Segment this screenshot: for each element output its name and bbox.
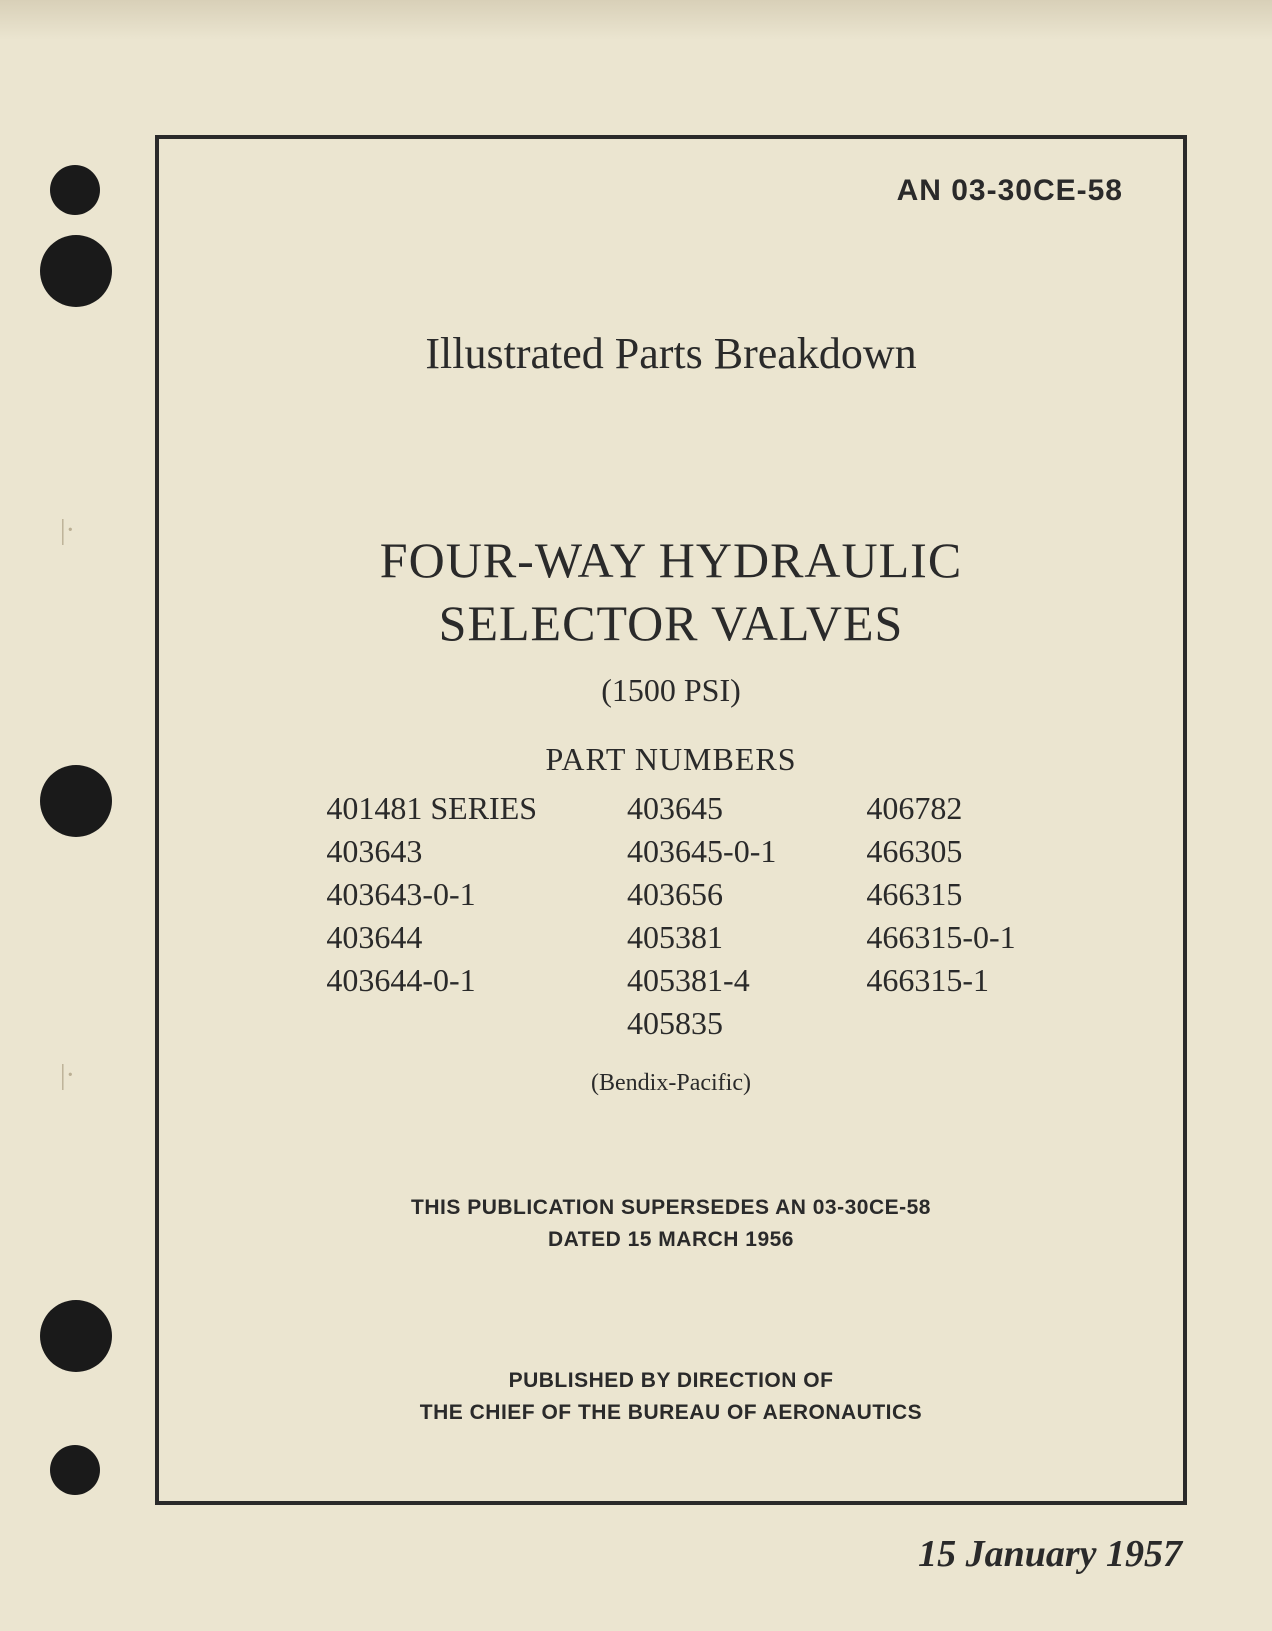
publication-date: 15 January 1957 xyxy=(918,1532,1182,1576)
document-page: |· |· AN 03-30CE-58 Illustrated Parts Br… xyxy=(0,0,1272,1631)
title-line-1: FOUR-WAY HYDRAULIC xyxy=(380,532,962,588)
published-by: PUBLISHED BY DIRECTION OF THE CHIEF OF T… xyxy=(209,1365,1133,1428)
part-number: 403644 xyxy=(326,919,537,956)
part-number: 406782 xyxy=(866,790,1015,827)
part-number: 403644-0-1 xyxy=(326,962,537,999)
part-column-1: 401481 SERIES 403643 403643-0-1 403644 4… xyxy=(326,790,537,1042)
punch-hole xyxy=(40,1300,112,1372)
part-number: 466315-0-1 xyxy=(866,919,1015,956)
paper-smudge: |· xyxy=(60,515,75,547)
part-number: 401481 SERIES xyxy=(326,790,537,827)
supersedes-line-1: THIS PUBLICATION SUPERSEDES AN 03-30CE-5… xyxy=(411,1196,931,1219)
document-id: AN 03-30CE-58 xyxy=(209,174,1123,208)
part-number: 403645-0-1 xyxy=(627,833,776,870)
part-number: 466315-1 xyxy=(866,962,1015,999)
manufacturer: (Bendix-Pacific) xyxy=(209,1070,1133,1097)
part-number: 466315 xyxy=(866,876,1015,913)
part-column-3: 406782 466305 466315 466315-0-1 466315-1 xyxy=(866,790,1015,1042)
paper-smudge: |· xyxy=(60,1060,75,1092)
page-edge-shadow xyxy=(0,0,1272,40)
part-number: 403656 xyxy=(627,876,776,913)
title-line-2: SELECTOR VALVES xyxy=(439,595,904,651)
supersedes-line-2: DATED 15 MARCH 1956 xyxy=(548,1228,794,1251)
part-number: 466305 xyxy=(866,833,1015,870)
supersedes-notice: THIS PUBLICATION SUPERSEDES AN 03-30CE-5… xyxy=(209,1192,1133,1255)
part-number: 405835 xyxy=(627,1005,776,1042)
punch-hole xyxy=(40,235,112,307)
part-number: 405381-4 xyxy=(627,962,776,999)
main-title: FOUR-WAY HYDRAULIC SELECTOR VALVES xyxy=(209,529,1133,654)
part-number: 403645 xyxy=(627,790,776,827)
part-numbers-label: PART NUMBERS xyxy=(209,741,1133,778)
punch-hole xyxy=(50,165,100,215)
part-numbers-grid: 401481 SERIES 403643 403643-0-1 403644 4… xyxy=(209,790,1133,1042)
content-border: AN 03-30CE-58 Illustrated Parts Breakdow… xyxy=(155,135,1187,1505)
part-number: 403643 xyxy=(326,833,537,870)
punch-hole xyxy=(40,765,112,837)
part-number: 405381 xyxy=(627,919,776,956)
part-column-2: 403645 403645-0-1 403656 405381 405381-4… xyxy=(627,790,776,1042)
psi-rating: (1500 PSI) xyxy=(209,672,1133,709)
subtitle: Illustrated Parts Breakdown xyxy=(209,328,1133,379)
published-line-2: THE CHIEF OF THE BUREAU OF AERONAUTICS xyxy=(420,1401,922,1424)
published-line-1: PUBLISHED BY DIRECTION OF xyxy=(509,1369,834,1392)
part-number: 403643-0-1 xyxy=(326,876,537,913)
punch-hole xyxy=(50,1445,100,1495)
